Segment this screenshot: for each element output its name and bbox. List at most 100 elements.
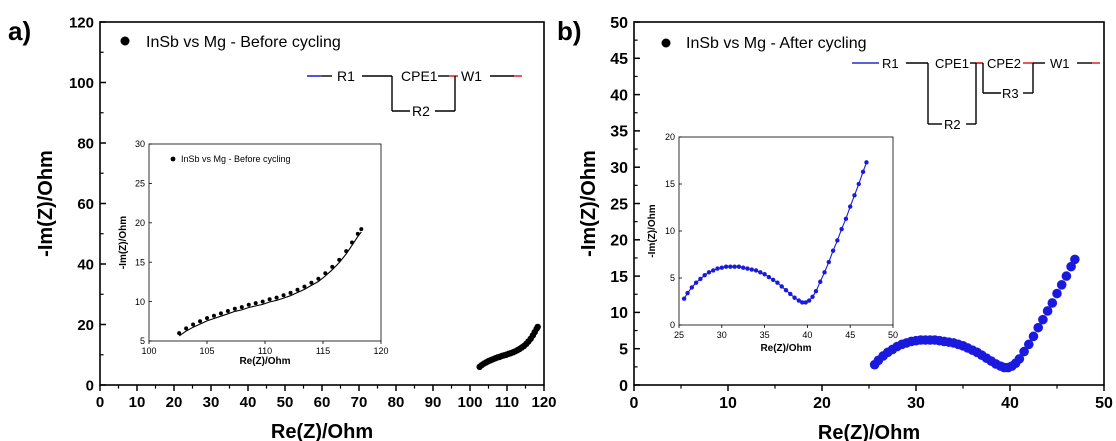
panel-a-legend-label: InSb vs Mg - Before cycling (146, 34, 341, 51)
panel-b-inset-data-point (822, 270, 827, 275)
panel-a-inset-x-tick-label: 100 (141, 346, 156, 356)
panel-b-y-axis-label: -Im(Z)/Ohm (578, 150, 600, 257)
panel-b-data-point (1047, 298, 1058, 308)
panel-a-label: a) (8, 16, 31, 46)
panel-a-inset-x-tick-label: 105 (199, 346, 214, 356)
panel-b-circuit-r3: R3 (1002, 86, 1019, 101)
panel-b-y-tick-label: 10 (610, 305, 628, 322)
panel-b-inset-data-point (715, 266, 720, 271)
panel-b-inset-data-point (860, 169, 866, 174)
panel-b-inset-data-point (864, 160, 869, 165)
panel-b-data-point (1052, 288, 1062, 299)
panel-a-x-tick-label: 40 (240, 394, 257, 411)
panel-a-x-tick-label: 70 (351, 394, 368, 411)
panel-b-inset-data-point (775, 280, 780, 285)
panel-a-inset-legend-marker (170, 156, 176, 162)
panel-a-inset-data-point (337, 257, 342, 262)
panel-b-inset-x-tick-label: 45 (845, 330, 855, 340)
panel-b-inset-data-point (753, 268, 759, 273)
panel-b-y-tick-label: 5 (619, 341, 628, 358)
panel-b-inset-x-axis-label: Re(Z)/Ohm (760, 343, 811, 354)
panel-b-inset-data-point (826, 259, 831, 265)
panel-b-inset-data-point (796, 298, 802, 303)
panel-b-inset-data-point (702, 272, 707, 278)
panel-b-inset-y-tick-label: 0 (670, 320, 675, 330)
panel-a-inset-data-point (253, 301, 258, 306)
panel-b-y-tick-label: 45 (610, 51, 628, 68)
panel-a-inset-y-tick-label: 10 (135, 297, 145, 307)
panel-b-data-point (1019, 346, 1029, 357)
panel-a-inset-data-point (302, 284, 307, 289)
panel-b-data-point (1033, 322, 1043, 333)
panel-a-inset-data-point (184, 326, 189, 331)
panel-a-y-tick-label: 80 (77, 135, 94, 152)
panel-b-inset-data-point (852, 193, 857, 198)
panel-b-y-tick-label: 15 (610, 269, 628, 286)
panel-b-inset-data-point (719, 265, 724, 270)
panel-a-inset-y-tick-label: 25 (135, 179, 145, 189)
panel-b-y-tick-label: 0 (619, 378, 628, 395)
panel-a-inset-data-point (355, 231, 360, 236)
panel-b-y-tick-label: 40 (610, 87, 628, 104)
panel-b-inset-data-point (792, 295, 797, 300)
panel-a-x-tick-label: 80 (388, 394, 405, 411)
panel-a-inset-fit-line (178, 231, 362, 337)
panel-a-inset-data-point (260, 299, 265, 304)
panel-b-data-point (1042, 306, 1053, 316)
panel-b-legend-label: InSb vs Mg - After cycling (686, 35, 867, 52)
panel-a-inset-data-point (295, 287, 300, 292)
panel-a-x-tick-label: 60 (314, 394, 331, 411)
panel-b-inset-data-point (848, 204, 853, 209)
panel-a-x-tick-label: 10 (129, 394, 146, 411)
panel-a-inset-data-point (359, 227, 364, 232)
panel-a-inset-x-tick-label: 110 (258, 346, 272, 356)
panel-a-x-tick-label: 110 (495, 394, 519, 411)
panel-b-inset-data-point (693, 280, 699, 285)
panel-b-label: b) (557, 16, 582, 46)
panel-b-inset-x-tick-label: 25 (674, 330, 684, 340)
panel-a-x-axis-label: Re(Z)/Ohm (271, 421, 373, 441)
panel-b-inset-data-point (732, 264, 737, 269)
panel-b-inset-y-tick-label: 15 (665, 179, 675, 189)
panel-b-inset-data-point (803, 300, 808, 305)
panel-a-y-tick-label: 40 (77, 256, 94, 273)
panel-b-inset-data-point (835, 238, 840, 243)
panel-b-inset-data-point (758, 270, 763, 275)
panel-b-inset-x-tick-label: 40 (802, 330, 812, 340)
panel-b-x-tick-label: 10 (719, 395, 737, 412)
panel-b-y-tick-label: 20 (610, 233, 628, 250)
panel-b-x-axis-label: Re(Z)/Ohm (818, 422, 920, 441)
panel-b-inset-data-point (843, 216, 849, 221)
panel-b-circuit-r1: R1 (882, 56, 899, 71)
panel-a-inset-x-axis-label: Re(Z)/Ohm (239, 356, 290, 367)
panel-b-inset-plot-frame (678, 136, 894, 326)
panel-a-inset-data-point (281, 293, 286, 298)
panel-b-inset-data-point (839, 226, 844, 232)
panel-a-inset-axes: 100 105 110 115 120 5 10 15 20 25 30 Re(Z)/Ohm -Im(Z… (118, 139, 389, 367)
panel-b-inset-data-point (685, 290, 690, 296)
panel-a-inset-y-tick-label: 15 (135, 257, 145, 267)
panel-a-legend-marker (120, 36, 130, 46)
panel-b-inset-data-point (706, 270, 712, 275)
panel-b-y-tick-label: 35 (610, 124, 628, 141)
panel-b-data-point (1038, 314, 1048, 325)
panel-b-data-point (1061, 271, 1072, 281)
panel-a-inset-y-tick-label: 20 (135, 218, 145, 228)
panel-b-circuit-cpe1: CPE1 (935, 56, 969, 71)
panel-b-inset-data-point (779, 284, 784, 289)
panel-a-circuit-r1: R1 (337, 68, 355, 84)
panel-b-x-tick-label: 40 (1001, 395, 1019, 412)
panel-b-inset-data-point (749, 267, 754, 272)
panel-a-y-tick-label: 60 (77, 196, 94, 213)
panel-a-y-tick-label: 0 (86, 377, 94, 394)
panel-a-inset-data-point (232, 306, 237, 311)
panel-a-x-tick-label: 50 (277, 394, 294, 411)
panel-b-inset-y-tick-label: 20 (665, 132, 675, 142)
panel-b-inset-x-tick-label: 30 (717, 330, 727, 340)
panel-a-inset-data-point (218, 311, 223, 316)
panel-b-legend-marker (661, 38, 671, 48)
panel-b-inset-data-point (770, 277, 776, 283)
panel-a-inset-plot-frame (148, 143, 382, 342)
panel-b-inset-data-point (856, 181, 861, 187)
